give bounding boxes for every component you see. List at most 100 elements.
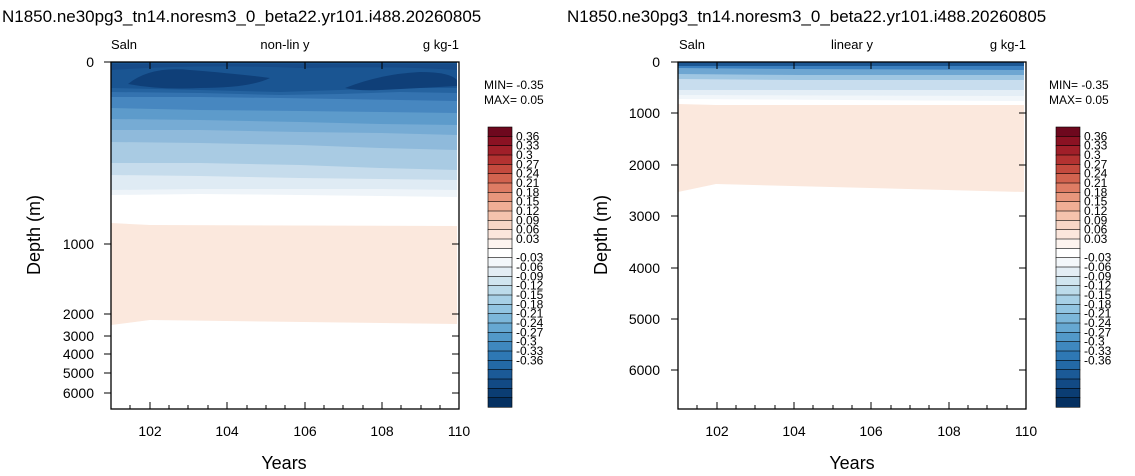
left-y-tick-label: 3000 <box>63 328 94 344</box>
left-colorbar-box <box>487 220 513 231</box>
right-axis-mode-label: linear y <box>831 37 873 52</box>
right-colorbar-box <box>1055 350 1081 361</box>
left-colorbar-box <box>487 294 513 305</box>
right-colorbar-box <box>1055 378 1081 389</box>
right-colorbar-box <box>1055 304 1081 315</box>
left-colorbar-tick-label: 0.24 <box>516 167 540 181</box>
right-y-axis: 0 1000 2000 3000 4000 5000 6000 Depth (m… <box>591 54 1026 378</box>
right-variable-label: Saln <box>679 37 705 52</box>
left-colorbar-box <box>487 126 513 137</box>
left-colorbar-tick-label: -0.3 <box>516 335 537 349</box>
left-y-axis-title: Depth (m) <box>24 195 44 275</box>
left-x-tick-label: 104 <box>215 423 239 439</box>
left-x-ticks <box>129 62 460 409</box>
left-x-tick-label: 108 <box>370 423 394 439</box>
right-colorbar-tick-label: 0.06 <box>1084 223 1108 237</box>
left-colorbar-tick-label: -0.03 <box>516 251 544 265</box>
right-x-tick-label: 104 <box>782 423 806 439</box>
right-x-tick-label: 110 <box>1015 423 1038 439</box>
left-colorbar-tick-label: -0.12 <box>516 279 544 293</box>
right-colorbar-box <box>1055 210 1081 221</box>
left-colorbar-tick-label: 0.33 <box>516 139 540 153</box>
left-colorbar-box <box>487 266 513 277</box>
right-colorbar-tick-label: 0.12 <box>1084 204 1108 218</box>
left-x-axis: 102 104 106 108 110 Years <box>129 62 471 473</box>
left-colorbar-labels: 0.360.330.30.270.240.210.180.150.120.090… <box>516 129 544 367</box>
right-colorbar-box <box>1055 201 1081 212</box>
right-colorbar-tick-label: -0.3 <box>1084 335 1105 349</box>
right-colorbar-box <box>1055 229 1081 240</box>
right-colorbar-tick-label: -0.36 <box>1084 353 1112 367</box>
left-colorbar-box <box>487 182 513 193</box>
left-colorbar-box <box>487 388 513 399</box>
right-y-tick-label: 6000 <box>629 362 660 378</box>
left-x-tick-label: 106 <box>293 423 317 439</box>
right-colorbar-box <box>1055 332 1081 343</box>
right-colorbar-tick-label: 0.24 <box>1084 167 1108 181</box>
left-colorbar-tick-label: 0.15 <box>516 195 540 209</box>
right-colorbar-tick-label: -0.18 <box>1084 297 1112 311</box>
left-colorbar: 0.360.330.30.270.240.210.180.150.120.090… <box>487 126 544 408</box>
right-y-tick-label: 3000 <box>629 208 660 224</box>
left-title: N1850.ne30pg3_tn14.noresm3_0_beta22.yr10… <box>2 7 481 26</box>
left-units-label: g kg-1 <box>423 37 459 52</box>
right-colorbar-box <box>1055 173 1081 184</box>
left-colorbar-box <box>487 201 513 212</box>
left-colorbar-tick-label: -0.18 <box>516 297 544 311</box>
left-x-tick-label: 102 <box>138 423 162 439</box>
right-colorbar-box <box>1055 126 1081 137</box>
left-colorbar-tick-label: 0.21 <box>516 176 540 190</box>
left-x-tick-label: 110 <box>448 423 471 439</box>
right-band-0.03 <box>678 104 1024 192</box>
left-colorbar-tick-label: -0.15 <box>516 288 544 302</box>
right-y-ticks <box>671 61 1026 371</box>
left-colorbar-box <box>487 332 513 343</box>
left-colorbar-tick-label: -0.21 <box>516 307 544 321</box>
left-colorbar-box <box>487 322 513 333</box>
right-colorbar-box <box>1055 388 1081 399</box>
left-colorbar-box <box>487 304 513 315</box>
left-core-neg-0.36-a <box>128 69 270 89</box>
left-y-tick-label: 5000 <box>63 365 94 381</box>
right-colorbar-tick-label: -0.21 <box>1084 307 1112 321</box>
right-colorbar-box <box>1055 322 1081 333</box>
right-y-tick-label: 0 <box>652 54 660 70</box>
right-colorbar-box <box>1055 397 1081 408</box>
right-colorbar-labels: 0.360.330.30.270.240.210.180.150.120.090… <box>1084 129 1112 367</box>
right-colorbar-box <box>1055 164 1081 175</box>
left-colorbar-tick-label: 0.36 <box>516 129 540 143</box>
right-colorbar-box <box>1055 248 1081 259</box>
right-x-tick-label: 102 <box>705 423 729 439</box>
right-title: N1850.ne30pg3_tn14.noresm3_0_beta22.yr10… <box>567 7 1046 26</box>
right-y-tick-label: 1000 <box>629 105 660 121</box>
left-colorbar-tick-label: 0.06 <box>516 223 540 237</box>
left-colorbar-tick-label: 0.3 <box>516 148 533 162</box>
left-colorbar-box <box>487 257 513 268</box>
right-colorbar-box <box>1055 285 1081 296</box>
right-colorbar-tick-label: 0.09 <box>1084 213 1108 227</box>
left-colorbar-box <box>487 145 513 156</box>
right-colorbar-tick-label: 0.3 <box>1084 148 1101 162</box>
right-min-label: MIN= -0.35 <box>1049 78 1109 92</box>
left-colorbar-box <box>487 164 513 175</box>
left-colorbar-tick-label: -0.09 <box>516 269 544 283</box>
right-colorbar-tick-label: 0.15 <box>1084 195 1108 209</box>
left-y-tick-label: 2000 <box>63 306 94 322</box>
right-colorbar-tick-label: 0.36 <box>1084 129 1108 143</box>
right-colorbar-box <box>1055 192 1081 203</box>
left-y-tick-label: 0 <box>86 54 94 70</box>
left-colorbar-tick-label: -0.36 <box>516 353 544 367</box>
left-colorbar-box <box>487 192 513 203</box>
right-x-axis-title: Years <box>829 453 874 473</box>
left-colorbar-tick-label: 0.27 <box>516 157 540 171</box>
right-y-tick-label: 4000 <box>629 260 660 276</box>
right-max-label: MAX= 0.05 <box>1049 93 1109 107</box>
left-colorbar-box <box>487 350 513 361</box>
right-colorbar: 0.360.330.30.270.240.210.180.150.120.090… <box>1055 126 1112 408</box>
right-colorbar-tick-label: -0.15 <box>1084 288 1112 302</box>
right-x-tick-label: 108 <box>937 423 961 439</box>
left-variable-label: Saln <box>111 37 137 52</box>
right-colorbar-tick-label: 0.03 <box>1084 232 1108 246</box>
left-colorbar-box <box>487 229 513 240</box>
